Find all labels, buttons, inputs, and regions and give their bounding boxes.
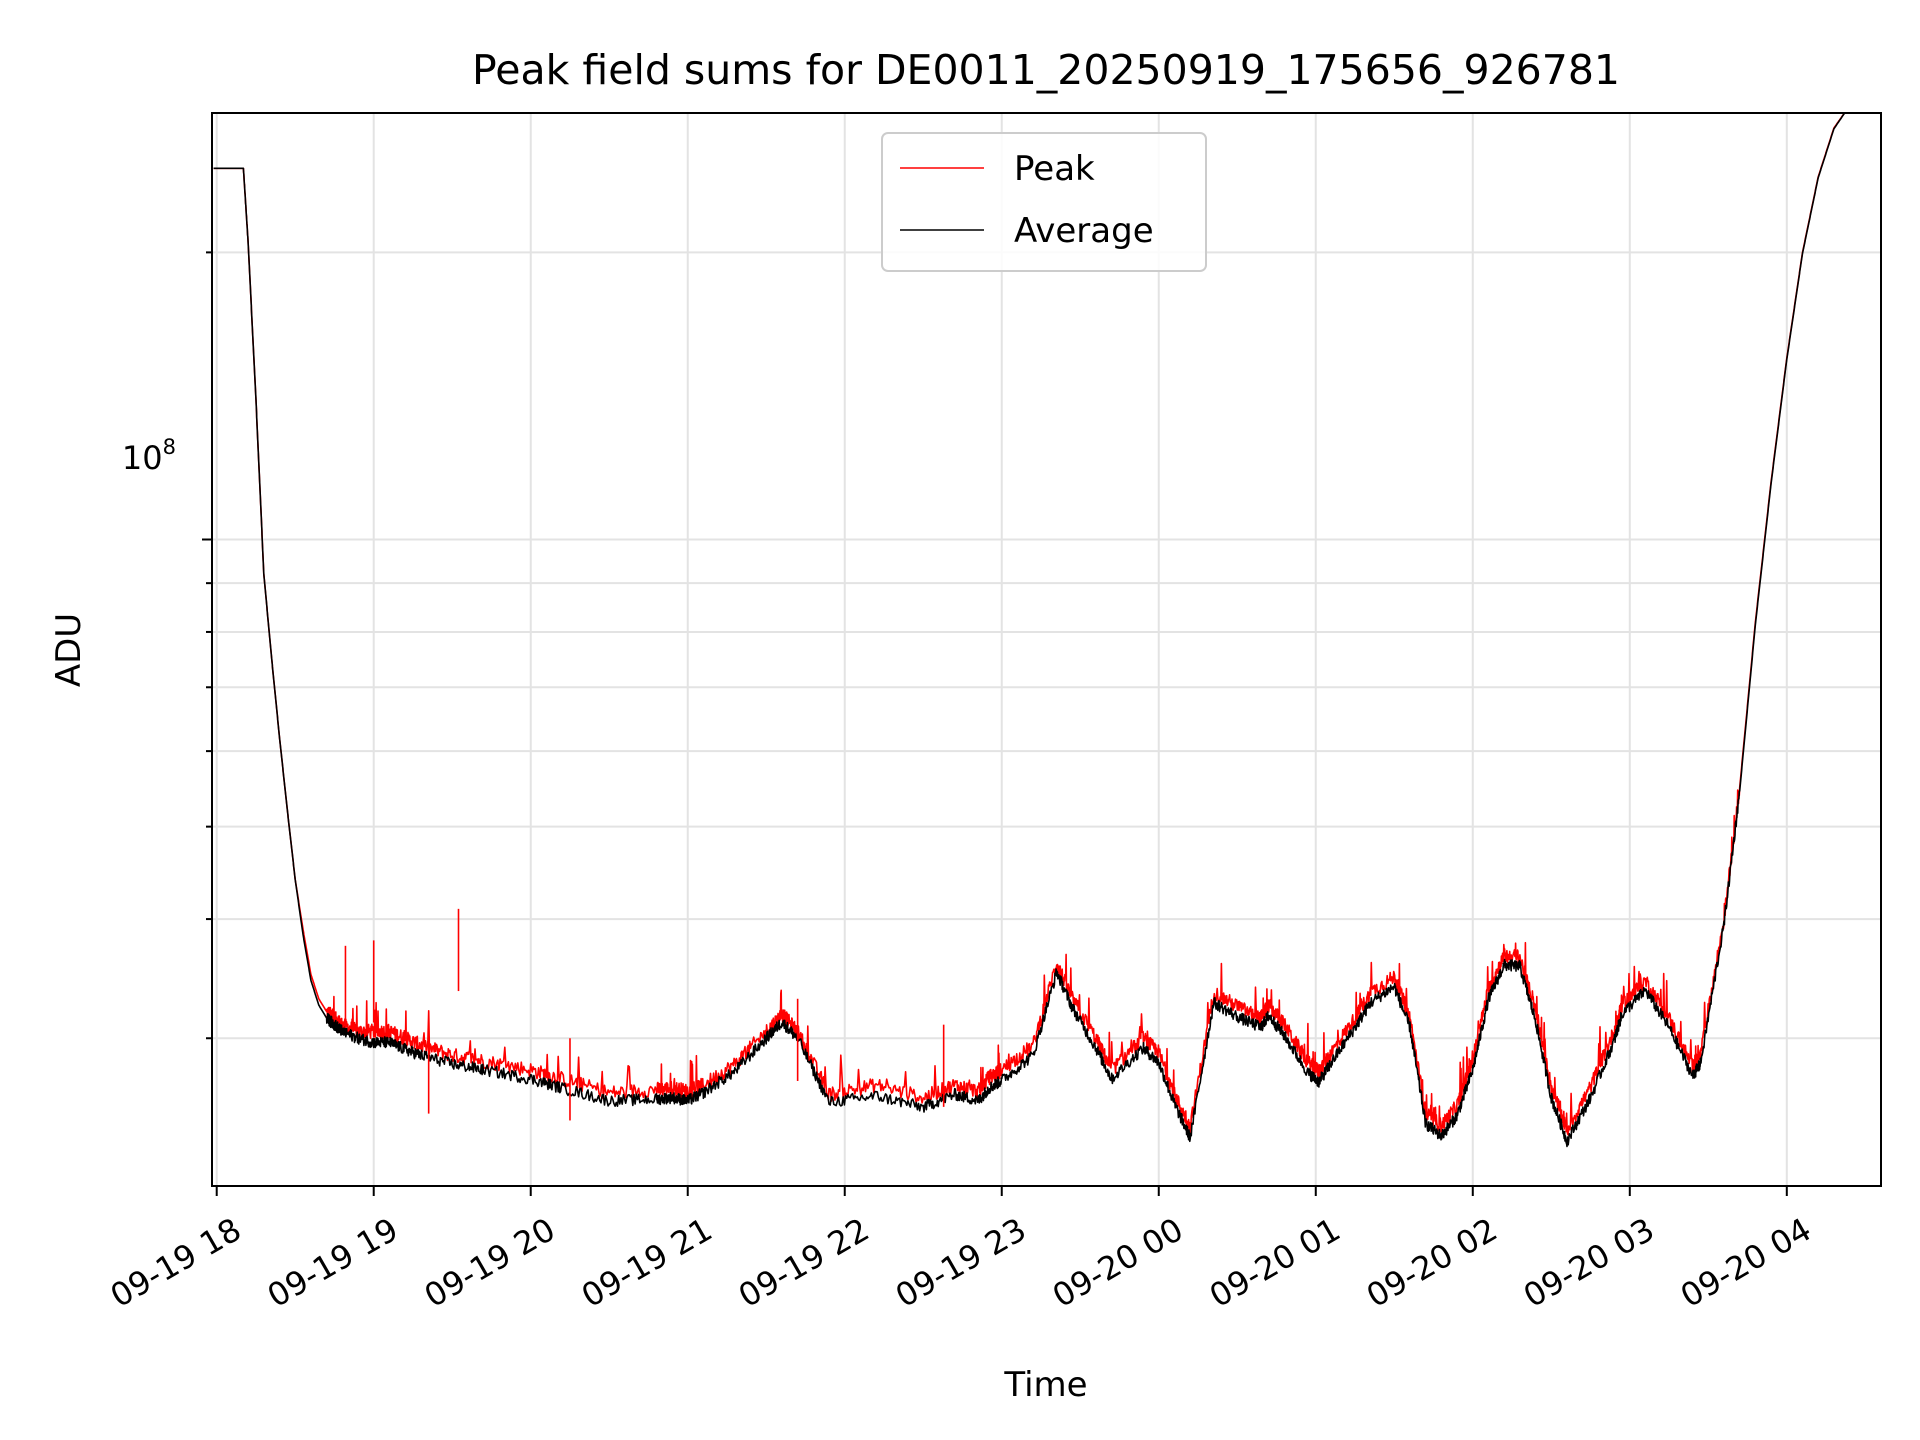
x-axis-label: Time [1003,1365,1087,1405]
chart-title: Peak field sums for DE0011_20250919_1756… [472,46,1620,94]
series-line-peak [213,113,1846,1136]
legend-label-peak: Peak [1014,149,1095,189]
y-tick-label-base: 10 [122,439,163,477]
y-tick-label-exponent: 8 [163,435,176,459]
plot-area [211,112,1882,1187]
grid-lines [212,113,1881,1186]
legend-label-average: Average [1014,211,1154,251]
series-line-average [213,113,1846,1148]
y-tick-label-1e8: 108 [122,435,176,477]
series-lines [213,113,1846,1148]
axes-frame [211,112,1882,1187]
legend: Peak Average [881,132,1207,272]
y-axis-label: ADU [49,613,89,687]
y-axis: 108 [122,251,212,1040]
